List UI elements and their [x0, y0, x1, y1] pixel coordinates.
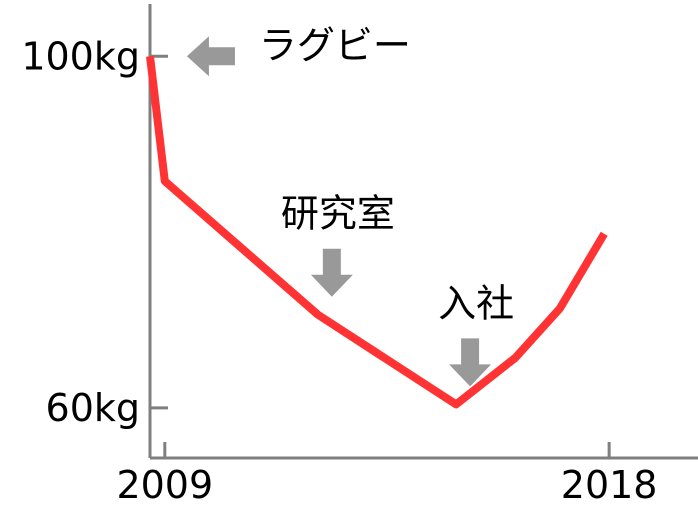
down-arrow-icon: [449, 338, 492, 387]
x-tick-label: 2009: [116, 463, 213, 507]
annotation-label: 入社: [438, 281, 514, 325]
x-tick-label: 2018: [561, 463, 658, 507]
series: [146, 55, 608, 409]
left-arrow-icon: [186, 36, 235, 77]
annotation-label: ラグビー: [259, 23, 411, 67]
weight-series-line: [146, 55, 608, 409]
y-tick-label: 100kg: [21, 34, 140, 78]
y-tick-label: 60kg: [46, 386, 140, 430]
ticks: 100kg 60kg 2009 2018: [21, 34, 657, 507]
annotation-label: 研究室: [281, 192, 395, 236]
down-arrow-icon: [310, 248, 353, 297]
axes: [148, 4, 698, 460]
